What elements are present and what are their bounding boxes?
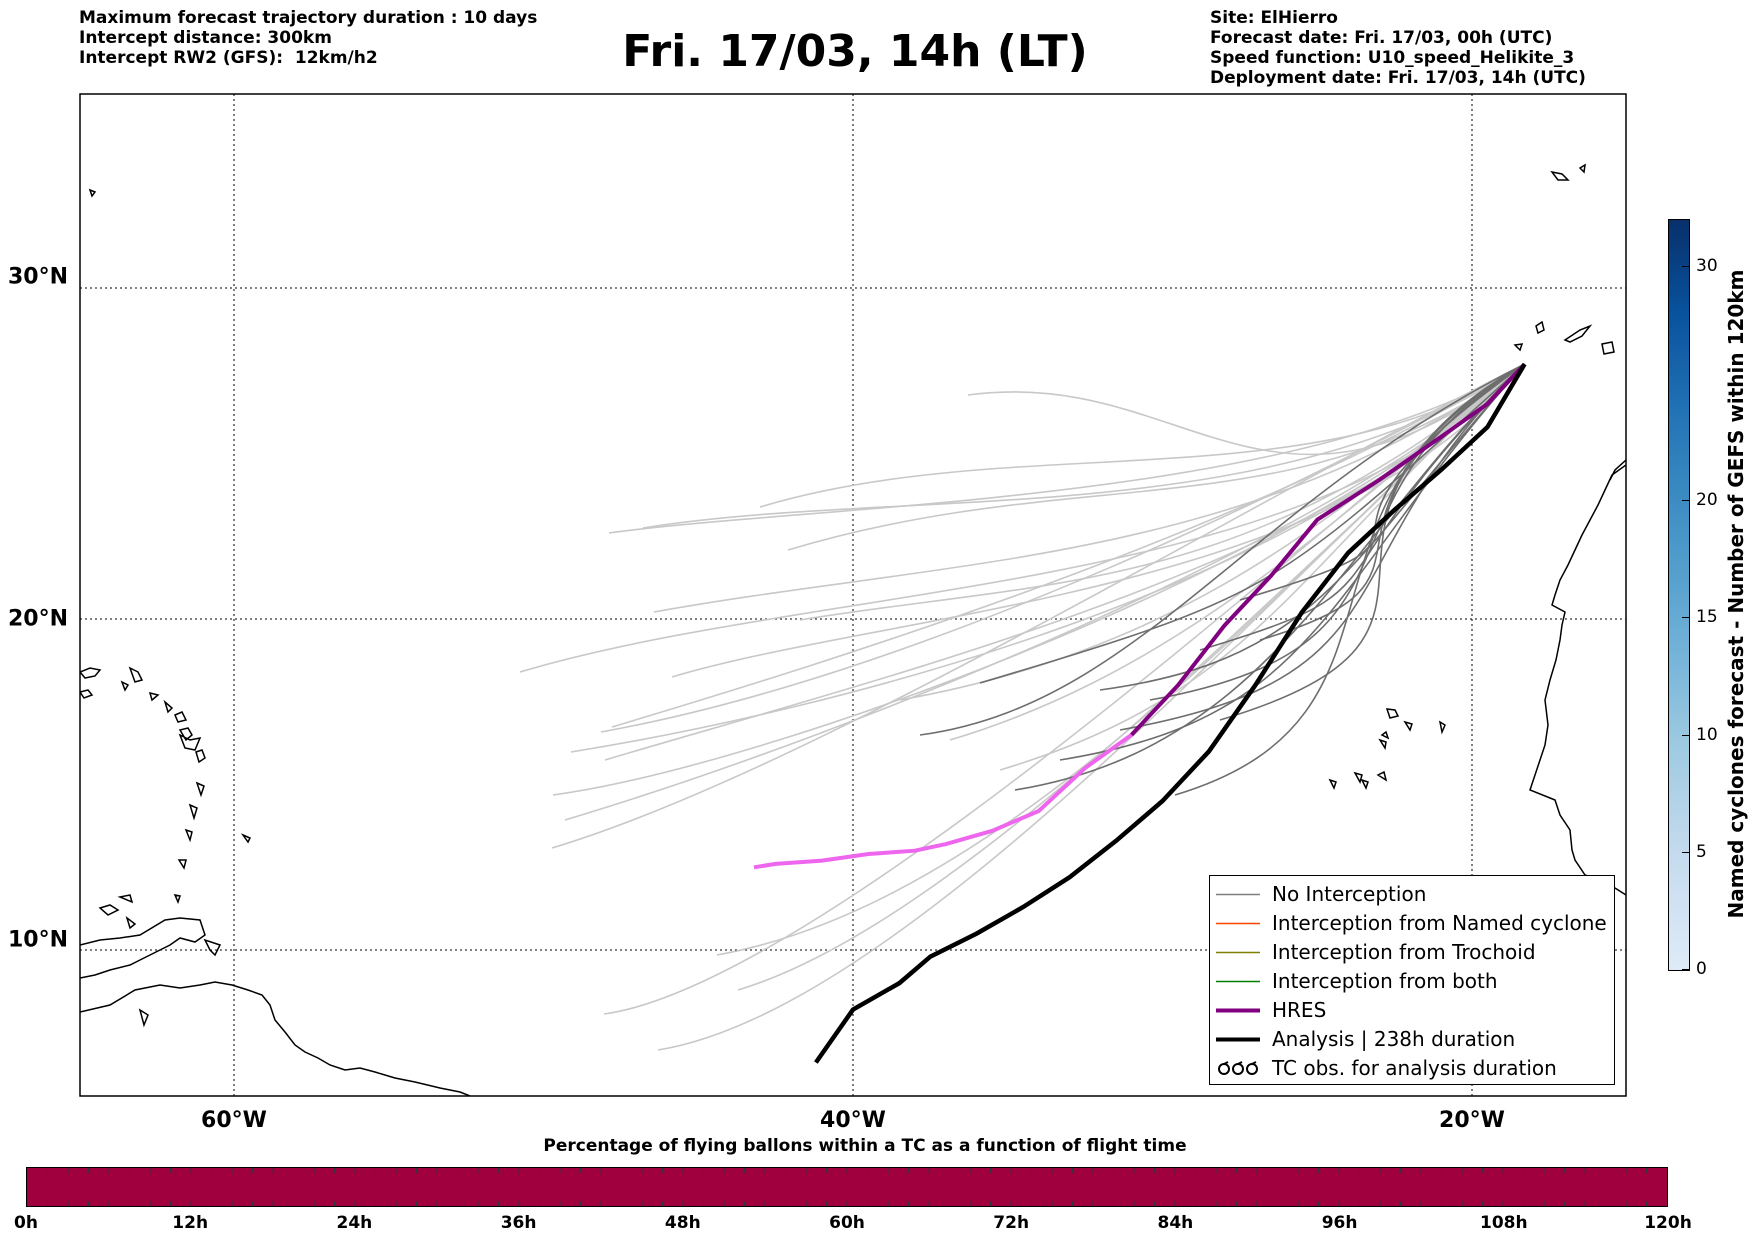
- ensemble-track: [1119, 363, 1526, 731]
- ensemble-track: [642, 363, 1526, 529]
- colorbar-tick-mark: [1682, 500, 1689, 502]
- ensemble-track: [564, 363, 1526, 821]
- hres-track-early: [1130, 362, 1527, 737]
- ensemble-track: [1059, 363, 1526, 761]
- flight-time-tick-label: 24h: [336, 1213, 373, 1233]
- forecast-parameters: Maximum forecast trajectory duration : 1…: [79, 8, 537, 68]
- lesser-antilles: [173, 727, 252, 905]
- ensemble-track: [519, 363, 1526, 673]
- ensemble-track: [1099, 363, 1526, 691]
- ensemble-track: [671, 363, 1526, 678]
- site-parameters: Site: ElHierro Forecast date: Fri. 17/03…: [1210, 8, 1586, 88]
- flight-time-tick-label: 72h: [993, 1213, 1030, 1233]
- ensemble-track: [653, 363, 1526, 613]
- legend-label-named-cyclone: Interception from Named cyclone: [1272, 911, 1607, 935]
- legend-swatch-named-cyclone: [1216, 922, 1260, 925]
- ensemble-track: [1199, 363, 1526, 651]
- flight-time-tick-label: 12h: [172, 1213, 209, 1233]
- info-line-site: Site: ElHierro: [1210, 8, 1338, 28]
- info-line-forecast-date: Forecast date: Fri. 17/03, 00h (UTC): [1210, 28, 1553, 48]
- info-line-duration: Maximum forecast trajectory duration : 1…: [79, 8, 538, 28]
- africa-coast-upper: [1609, 459, 1626, 481]
- legend-swatch-both: [1216, 980, 1260, 983]
- canary-islands: [1513, 320, 1615, 355]
- south-america-coast: [80, 981, 471, 1096]
- ensemble-track: [608, 363, 1526, 534]
- ensemble-track: [919, 363, 1525, 736]
- ensemble-trajectories: [519, 363, 1526, 1051]
- analysis-track: [814, 362, 1527, 1064]
- legend-swatch-analysis: [1216, 1037, 1260, 1042]
- legend-label-no-interception: No Interception: [1272, 882, 1427, 906]
- ensemble-track: [967, 363, 1526, 456]
- colorbar-tick-label: 30: [1696, 255, 1718, 276]
- colorbar-tick-mark: [1682, 617, 1689, 619]
- colorbar-tick-label: 15: [1696, 607, 1718, 628]
- ensemble-track: [1174, 363, 1525, 796]
- flight-time-tick-label: 36h: [500, 1213, 537, 1233]
- y-tick-label-20n: 20°N: [8, 606, 69, 632]
- ensemble-track: [759, 363, 1526, 508]
- flight-time-tick-label: 108h: [1480, 1213, 1528, 1233]
- flight-time-tick-label: 0h: [14, 1213, 38, 1233]
- ensemble-track: [604, 363, 1526, 761]
- legend-label-trochoid: Interception from Trochoid: [1272, 940, 1536, 964]
- x-tick-label-60w: 60°W: [201, 1108, 267, 1133]
- x-tick-label-40w: 40°W: [820, 1108, 886, 1133]
- flight-time-tick-label: 48h: [664, 1213, 701, 1233]
- colorbar-tick-label: 10: [1696, 724, 1718, 745]
- ensemble-track: [551, 363, 1525, 849]
- tc-symbol-icon: [1218, 1061, 1258, 1075]
- madeira-islands: [1550, 163, 1586, 181]
- hres-track-late: [753, 733, 1133, 870]
- ensemble-track: [999, 363, 1526, 771]
- flight-time-bar: [26, 1167, 1668, 1207]
- colorbar-tick-label: 5: [1696, 841, 1707, 862]
- y-tick-label-10n: 10°N: [8, 927, 69, 953]
- legend-swatch-no-interception: [1216, 893, 1260, 896]
- info-line-deployment-date: Deployment date: Fri. 17/03, 14h (UTC): [1210, 68, 1586, 88]
- x-tick-label-20w: 20°W: [1439, 1108, 1505, 1133]
- info-line-speed-function: Speed function: U10_speed_Helikite_3: [1210, 48, 1575, 68]
- trinidad-island: [203, 938, 222, 957]
- map-frame: [79, 93, 1627, 1097]
- ensemble-track: [600, 363, 1525, 733]
- venezuela-coast: [80, 917, 206, 979]
- ensemble-track: [787, 363, 1526, 551]
- legend-label-analysis: Analysis | 238h duration: [1272, 1027, 1516, 1051]
- legend-label-tc-obs: TC obs. for analysis duration: [1272, 1056, 1557, 1080]
- caribbean-islands: [80, 188, 188, 1028]
- flight-time-bar-title: Percentage of flying ballons within a TC…: [543, 1136, 1187, 1156]
- map-legend: No Interception Interception from Named …: [1209, 875, 1615, 1085]
- ensemble-track: [1219, 363, 1526, 721]
- main-trajectories: [753, 362, 1527, 1064]
- legend-label-hres: HRES: [1272, 998, 1327, 1022]
- africa-coast: [1529, 464, 1626, 896]
- colorbar-tick-mark: [1682, 851, 1689, 853]
- cape-verde-islands: [1328, 708, 1446, 790]
- colorbar-tick-mark: [1682, 265, 1689, 267]
- colorbar-tick-label: 0: [1696, 959, 1707, 979]
- colorbar-tick-mark: [1682, 734, 1689, 736]
- ensemble-track: [799, 363, 1526, 621]
- flight-time-tick-label: 120h: [1644, 1213, 1692, 1233]
- colorbar-label: Named cyclones forecast - Number of GEFS…: [1724, 269, 1748, 919]
- cyclone-colorbar: [1668, 219, 1690, 971]
- flight-time-bar-ticks: [47, 1168, 1647, 1206]
- flight-time-tick-label: 60h: [829, 1213, 865, 1233]
- legend-swatch-hres: [1216, 1008, 1260, 1013]
- flight-time-tick-label: 96h: [1321, 1213, 1358, 1233]
- ensemble-track: [611, 363, 1526, 728]
- colorbar-tick-label: 20: [1696, 490, 1718, 511]
- coastlines: [80, 163, 1626, 1096]
- flight-time-tick-label: 84h: [1157, 1213, 1194, 1233]
- page-title: Fri. 17/03, 14h (LT): [622, 26, 1088, 77]
- legend-label-both: Interception from both: [1272, 969, 1498, 993]
- y-tick-label-30n: 30°N: [8, 264, 69, 290]
- info-line-distance: Intercept distance: 300km: [79, 28, 332, 48]
- legend-swatch-trochoid: [1216, 951, 1260, 954]
- colorbar-tick-mark: [1682, 969, 1689, 970]
- info-line-rw2: Intercept RW2 (GFS): 12km/h2: [79, 48, 378, 68]
